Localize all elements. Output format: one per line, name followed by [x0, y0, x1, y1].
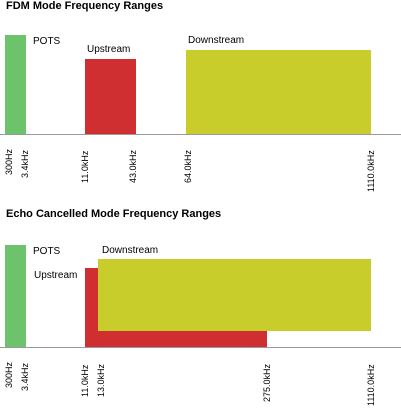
echo-upstream-label: Upstream — [34, 270, 78, 281]
echo-tick-275khz: 275.0kHz — [262, 363, 272, 402]
fdm-pots-label: POTS — [33, 36, 61, 47]
echo-pots-band — [5, 245, 26, 347]
echo-downstream-label: Downstream — [102, 245, 159, 256]
echo-tick-11khz: 11.0kHz — [80, 364, 90, 397]
fdm-tick-64khz: 64.0kHz — [183, 149, 193, 183]
echo-pots-label: POTS — [33, 246, 61, 257]
fdm-pots-band — [5, 35, 26, 134]
echo-tick-1110khz: 1110.0kHz — [366, 364, 376, 406]
echo-tick-13khz: 13.0kHz — [96, 363, 106, 397]
fdm-axis — [0, 134, 401, 135]
echo-downstream-band — [98, 259, 371, 331]
fdm-upstream-label: Upstream — [87, 44, 131, 55]
echo-tick-300hz: 300Hz — [4, 361, 14, 388]
fdm-tick-11khz: 11.0kHz — [80, 150, 90, 183]
echo-tick-3-4khz: 3.4kHz — [20, 362, 30, 391]
echo-title: Echo Cancelled Mode Frequency Ranges — [6, 208, 222, 220]
fdm-tick-1110khz: 1110.0kHz — [366, 150, 376, 192]
fdm-downstream-label: Downstream — [188, 35, 245, 46]
fdm-upstream-band — [85, 59, 136, 134]
fdm-tick-3-4khz: 3.4kHz — [20, 149, 30, 178]
echo-axis — [0, 347, 401, 348]
fdm-tick-300hz: 300Hz — [4, 148, 14, 175]
fdm-title: FDM Mode Frequency Ranges — [6, 0, 164, 12]
fdm-downstream-band — [186, 50, 371, 134]
fdm-tick-43khz: 43.0kHz — [128, 149, 138, 183]
